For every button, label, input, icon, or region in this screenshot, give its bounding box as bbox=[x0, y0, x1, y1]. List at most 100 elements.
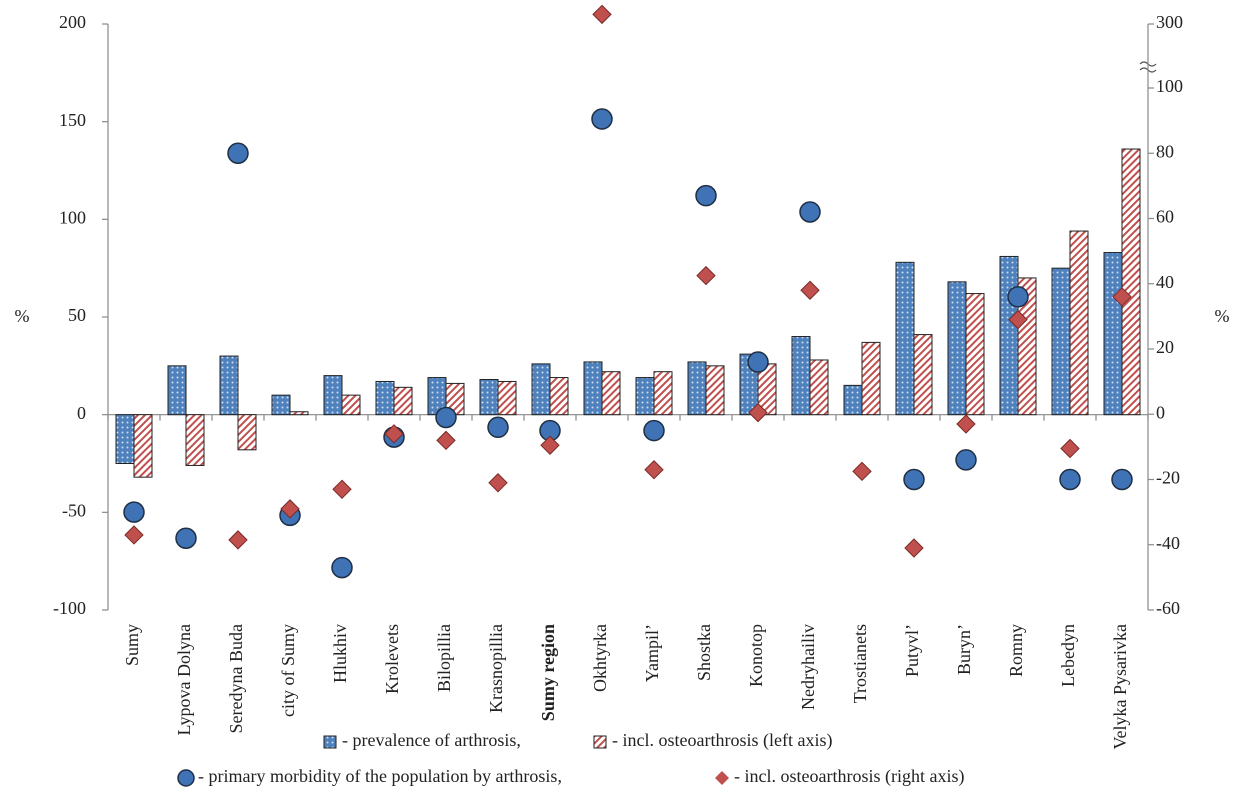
marker bbox=[799, 201, 821, 223]
x-tick-label: city of Sumy bbox=[278, 624, 298, 717]
legend-label: - incl. osteoarthrosis (left axis) bbox=[612, 730, 832, 751]
marker bbox=[1059, 468, 1081, 491]
bar bbox=[965, 293, 985, 416]
marker bbox=[384, 424, 404, 444]
marker bbox=[1112, 287, 1132, 307]
bar bbox=[289, 411, 309, 416]
marker bbox=[904, 538, 924, 558]
bar bbox=[913, 334, 933, 416]
bar bbox=[133, 414, 153, 478]
bar bbox=[809, 359, 829, 416]
marker bbox=[332, 479, 352, 499]
x-tick-label: Buryn’ bbox=[954, 624, 974, 675]
marker bbox=[644, 460, 664, 480]
x-tick-label: Hlukhiv bbox=[330, 624, 350, 683]
bar bbox=[895, 261, 915, 416]
bar bbox=[1121, 148, 1141, 416]
bar bbox=[271, 394, 291, 416]
y-tick-label: 50 bbox=[68, 305, 86, 325]
x-tick-label: Krolevets bbox=[382, 624, 402, 694]
y2-tick-label: 80 bbox=[1156, 141, 1174, 161]
bar bbox=[185, 414, 205, 466]
x-tick-label: Sumy bbox=[122, 624, 142, 666]
bar bbox=[341, 394, 361, 416]
bar bbox=[687, 361, 707, 416]
marker bbox=[488, 473, 508, 493]
y2-tick-label: 0 bbox=[1156, 402, 1165, 422]
bar bbox=[583, 361, 603, 416]
y-tick-label: 100 bbox=[59, 207, 86, 227]
marker bbox=[591, 108, 613, 130]
bar bbox=[635, 377, 655, 416]
y2-tick-label: 40 bbox=[1156, 272, 1174, 292]
bar bbox=[791, 336, 811, 416]
marker bbox=[540, 435, 560, 455]
marker bbox=[592, 4, 612, 25]
y2-tick-label: 100 bbox=[1156, 76, 1183, 96]
legend-label: - prevalence of arthrosis, bbox=[342, 730, 521, 750]
y2-tick-label: -60 bbox=[1156, 598, 1180, 618]
bar bbox=[323, 375, 343, 416]
marker bbox=[748, 402, 768, 423]
bar bbox=[549, 377, 569, 416]
y2-tick-label: 300 bbox=[1156, 12, 1183, 32]
bar bbox=[237, 414, 257, 451]
y-tick-label: -100 bbox=[53, 598, 86, 618]
legend-label: - incl. osteoarthrosis (right axis) bbox=[734, 766, 964, 787]
y-axis-label: % bbox=[15, 306, 30, 326]
bar bbox=[1051, 267, 1071, 416]
bar bbox=[393, 386, 413, 416]
y2-tick-label: 60 bbox=[1156, 207, 1174, 227]
bar bbox=[1017, 277, 1037, 416]
marker bbox=[331, 556, 353, 579]
marker bbox=[175, 527, 197, 549]
y2-tick-label: 20 bbox=[1156, 337, 1174, 357]
marker bbox=[903, 468, 925, 491]
y2-axis-label: % bbox=[1215, 306, 1230, 326]
x-tick-label: Lypova Dolyna bbox=[174, 624, 194, 735]
marker bbox=[800, 280, 820, 300]
x-tick-label: Shostka bbox=[694, 624, 714, 681]
marker bbox=[695, 184, 717, 207]
x-tick-label: Lebedyn bbox=[1058, 624, 1078, 687]
x-tick-label: Trostianets bbox=[850, 624, 870, 703]
x-tick-label: Nedryhailiv bbox=[798, 624, 818, 710]
marker bbox=[228, 530, 248, 550]
bar bbox=[497, 380, 517, 416]
legend-swatch bbox=[323, 735, 337, 749]
x-tick-label: Okhtyrka bbox=[590, 624, 610, 692]
marker bbox=[1007, 286, 1029, 308]
y-tick-label: -50 bbox=[62, 500, 86, 520]
marker bbox=[1060, 438, 1080, 459]
bar bbox=[601, 371, 621, 416]
bar bbox=[115, 414, 135, 464]
marker bbox=[280, 499, 300, 519]
legend-swatch bbox=[593, 735, 607, 749]
x-tick-label: Sumy region bbox=[538, 624, 558, 721]
bar bbox=[653, 371, 673, 416]
bar bbox=[705, 365, 725, 416]
marker bbox=[436, 430, 456, 451]
legend-swatch bbox=[177, 769, 195, 787]
x-tick-label: Yampil’ bbox=[642, 624, 662, 682]
marker bbox=[1111, 468, 1133, 491]
x-tick-label: Putyvl’ bbox=[902, 624, 922, 677]
marker bbox=[696, 265, 716, 286]
y-tick-label: 0 bbox=[77, 403, 86, 423]
marker bbox=[852, 461, 872, 482]
y2-tick-label: -20 bbox=[1156, 468, 1180, 488]
x-tick-label: Konotop bbox=[746, 624, 766, 687]
marker bbox=[124, 525, 144, 545]
x-tick-label: Bilopillia bbox=[434, 624, 454, 692]
x-tick-label: Krasnopillia bbox=[486, 624, 506, 713]
marker bbox=[955, 449, 977, 471]
marker bbox=[643, 419, 665, 442]
bar bbox=[861, 341, 881, 416]
bar bbox=[1069, 230, 1089, 416]
bar bbox=[1103, 252, 1123, 416]
legend-label: - primary morbidity of the population by… bbox=[198, 766, 562, 786]
marker bbox=[123, 501, 145, 523]
bar bbox=[843, 384, 863, 416]
legend-swatch bbox=[715, 771, 729, 785]
